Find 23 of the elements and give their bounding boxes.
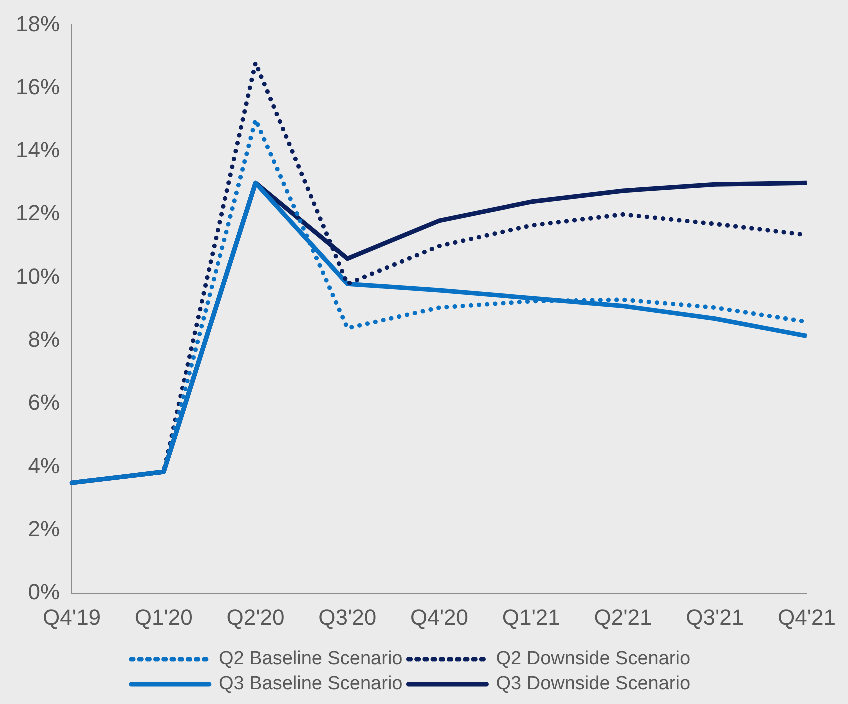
y-tick-label: 8% bbox=[28, 327, 60, 352]
x-tick-label: Q2'21 bbox=[594, 604, 652, 630]
legend-label: Q2 Baseline Scenario bbox=[218, 648, 403, 670]
x-tick-label: Q4'20 bbox=[410, 604, 469, 630]
x-tick-label: Q4'19 bbox=[43, 604, 102, 630]
x-tick-label: Q4'21 bbox=[778, 604, 836, 630]
x-tick-label: Q2'20 bbox=[226, 604, 285, 630]
y-tick-label: 6% bbox=[28, 390, 60, 416]
y-tick-label: 2% bbox=[28, 516, 60, 542]
y-tick-label: 16% bbox=[16, 74, 60, 100]
y-tick-label: 12% bbox=[16, 200, 60, 226]
x-tick-label: Q3'20 bbox=[318, 604, 377, 630]
legend-label: Q2 Downside Scenario bbox=[496, 648, 691, 670]
y-tick-label: 14% bbox=[16, 138, 60, 163]
y-tick-label: 4% bbox=[28, 453, 60, 478]
x-tick-label: Q1'20 bbox=[134, 604, 193, 630]
legend-label: Q3 Downside Scenario bbox=[496, 674, 691, 695]
y-tick-label: 10% bbox=[16, 264, 60, 289]
y-tick-label: 0% bbox=[28, 580, 60, 605]
y-tick-label: 18% bbox=[16, 11, 60, 36]
x-tick-label: Q3'21 bbox=[686, 604, 744, 630]
x-tick-label: Q1'21 bbox=[502, 604, 560, 630]
legend-label: Q3 Baseline Scenario bbox=[218, 674, 403, 695]
